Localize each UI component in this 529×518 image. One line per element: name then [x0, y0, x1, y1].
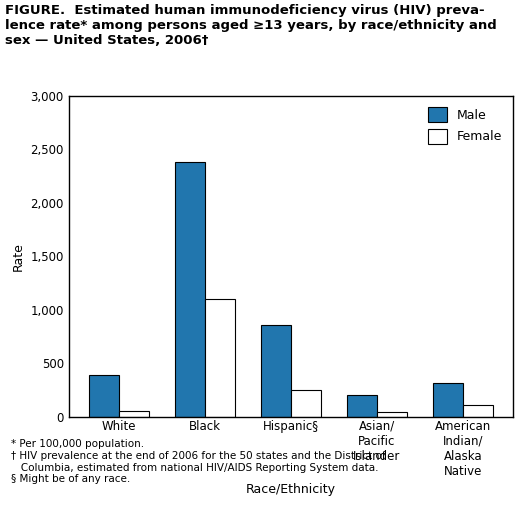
Bar — [175, 162, 205, 417]
Text: FIGURE.  Estimated human immunodeficiency virus (HIV) preva-
lence rate* among p: FIGURE. Estimated human immunodeficiency… — [5, 4, 497, 47]
Bar — [291, 390, 321, 417]
Bar — [205, 299, 235, 417]
Bar — [119, 411, 149, 417]
Bar — [261, 325, 291, 417]
Bar — [347, 395, 377, 417]
Legend: Male, Female: Male, Female — [423, 102, 507, 149]
X-axis label: Race/Ethnicity: Race/Ethnicity — [246, 483, 336, 496]
Bar — [463, 405, 493, 417]
Bar — [377, 412, 407, 417]
Y-axis label: Rate: Rate — [12, 242, 25, 271]
Text: * Per 100,000 population.
† HIV prevalence at the end of 2006 for the 50 states : * Per 100,000 population. † HIV prevalen… — [11, 439, 385, 484]
Bar — [433, 383, 463, 417]
Bar — [89, 375, 119, 417]
